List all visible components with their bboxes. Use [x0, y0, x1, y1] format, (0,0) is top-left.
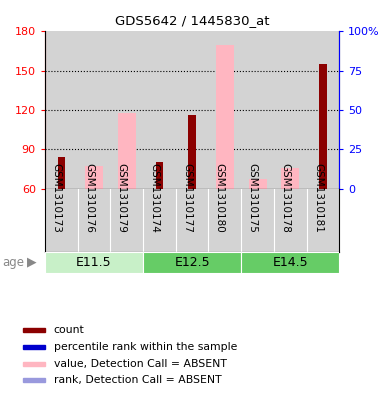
Text: value, Detection Call = ABSENT: value, Detection Call = ABSENT — [54, 359, 227, 369]
Point — [124, 0, 130, 3]
Bar — [281, 168, 299, 189]
Bar — [307, 31, 339, 189]
Bar — [208, 31, 241, 189]
Bar — [118, 113, 136, 189]
Bar — [176, 31, 208, 189]
Text: GSM1310174: GSM1310174 — [149, 163, 160, 233]
Point — [91, 0, 97, 6]
Bar — [78, 31, 110, 189]
Title: GDS5642 / 1445830_at: GDS5642 / 1445830_at — [115, 15, 269, 28]
Point — [254, 3, 261, 9]
Bar — [58, 157, 65, 189]
Bar — [143, 31, 176, 189]
Bar — [23, 345, 45, 349]
Text: GSM1310180: GSM1310180 — [215, 163, 225, 233]
Text: age: age — [2, 256, 24, 269]
Text: GSM1310178: GSM1310178 — [280, 163, 290, 233]
Text: rank, Detection Call = ABSENT: rank, Detection Call = ABSENT — [54, 375, 222, 386]
Text: count: count — [54, 325, 85, 335]
Bar — [23, 328, 45, 332]
Bar — [45, 252, 143, 273]
Point — [189, 0, 195, 2]
Bar — [143, 252, 241, 273]
Text: GSM1310176: GSM1310176 — [84, 163, 94, 233]
Text: E14.5: E14.5 — [272, 256, 308, 269]
Text: GSM1310177: GSM1310177 — [182, 163, 192, 233]
Bar — [85, 166, 103, 189]
Text: E11.5: E11.5 — [76, 256, 112, 269]
Bar — [274, 31, 307, 189]
Point — [287, 3, 293, 9]
Text: percentile rank within the sample: percentile rank within the sample — [54, 342, 237, 352]
Bar — [248, 180, 266, 189]
Bar — [45, 31, 78, 189]
Text: GSM1310175: GSM1310175 — [248, 163, 257, 233]
Text: GSM1310173: GSM1310173 — [51, 163, 61, 233]
Bar — [156, 162, 163, 189]
Text: E12.5: E12.5 — [174, 256, 210, 269]
Bar — [23, 362, 45, 365]
Bar — [216, 44, 234, 189]
Bar — [241, 31, 274, 189]
Bar — [23, 378, 45, 382]
Bar — [110, 31, 143, 189]
Text: GSM1310181: GSM1310181 — [313, 163, 323, 233]
Text: GSM1310179: GSM1310179 — [117, 163, 127, 233]
Bar — [319, 64, 326, 189]
Bar — [241, 252, 339, 273]
Text: ▶: ▶ — [27, 256, 36, 269]
Bar — [188, 115, 196, 189]
